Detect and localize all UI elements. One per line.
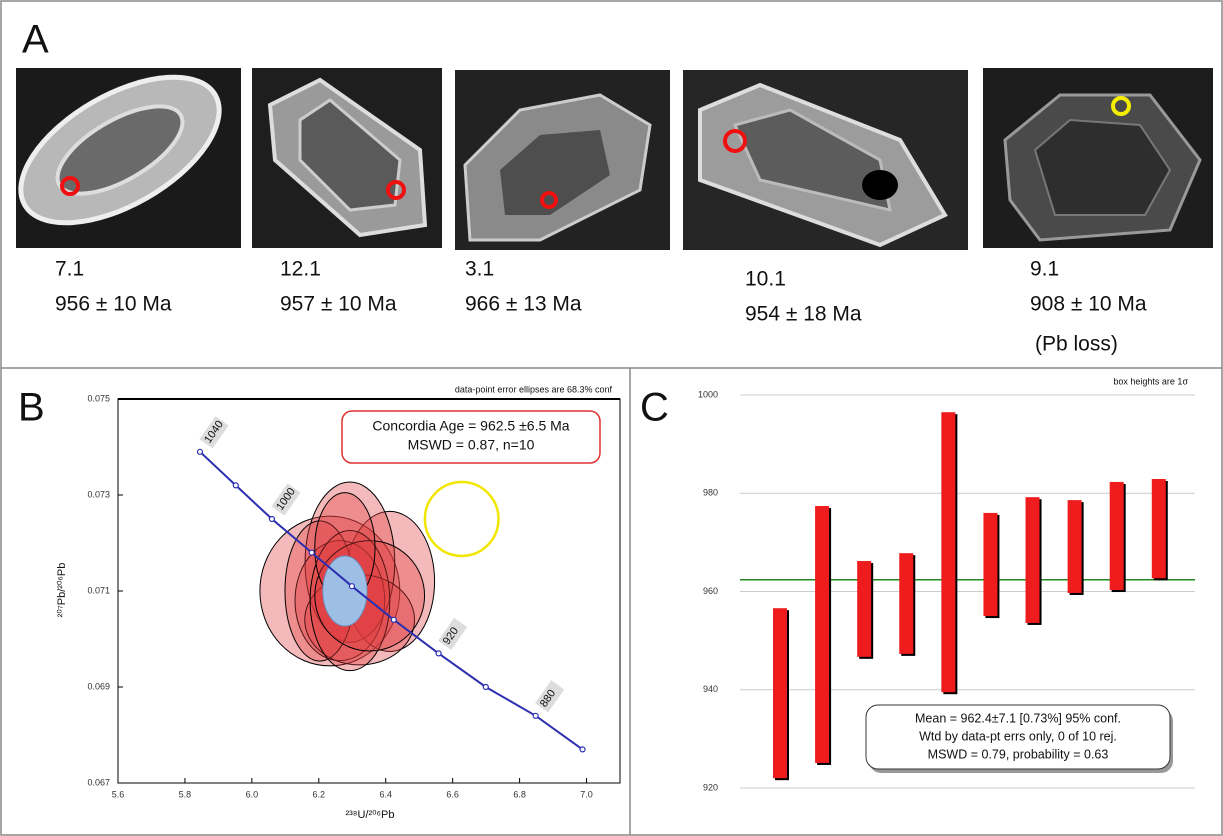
x-tick-label: 6.0	[246, 789, 259, 799]
error-box	[899, 553, 913, 654]
x-tick-label: 6.6	[446, 789, 459, 799]
error-box	[857, 561, 871, 657]
age-tag: 1040	[199, 416, 228, 448]
concordia-marker	[391, 617, 396, 622]
age-label: 954 ± 18 Ma	[745, 303, 862, 326]
concordia-marker	[483, 685, 488, 690]
note: box heights are 1σ	[1113, 376, 1188, 386]
zircon-image	[455, 70, 670, 250]
error-box	[1068, 500, 1082, 593]
zircon-image	[983, 68, 1213, 248]
age-label: 956 ± 10 Ma	[55, 293, 172, 316]
y-tick-label: 0.067	[87, 777, 110, 787]
annotation: Wtd by data-pt errs only, 0 of 10 rej.	[919, 729, 1117, 743]
x-tick-label: 7.0	[580, 789, 593, 799]
x-tick-label: 5.8	[179, 789, 192, 799]
y-tick-label: 960	[703, 586, 718, 596]
y-tick-label: 0.075	[87, 393, 110, 403]
zircon-image	[252, 68, 442, 248]
x-axis-label: ²³⁸U/²⁰⁶Pb	[345, 809, 394, 821]
spot-label: 7.1	[55, 258, 84, 281]
panel-label: B	[18, 386, 45, 430]
concordia-marker	[436, 651, 441, 656]
error-box	[1026, 497, 1040, 623]
x-tick-label: 5.6	[112, 789, 125, 799]
y-tick-label: 0.071	[87, 585, 110, 595]
figure: A 7.1 956 ± 10 Ma 12.1 957 ± 10 Ma 3.1 966 ± …	[0, 0, 1223, 836]
annotation: Concordia Age = 962.5 ±6.5 Ma	[372, 418, 569, 434]
zircon-image	[683, 70, 968, 250]
annotation: MSWD = 0.79, probability = 0.63	[928, 747, 1109, 761]
error-box	[941, 412, 955, 692]
panel-label: C	[640, 386, 669, 430]
y-tick-label: 940	[703, 684, 718, 694]
age-tag: 1000	[271, 483, 300, 515]
error-box	[815, 506, 829, 763]
age-tag: 880	[535, 680, 564, 712]
annotation: Mean = 962.4±7.1 [0.73%] 95% conf.	[915, 711, 1121, 725]
age-label: 957 ± 10 Ma	[280, 293, 397, 316]
concordia-marker	[269, 517, 274, 522]
concordia-marker	[580, 747, 585, 752]
age-label: 908 ± 10 Ma	[1030, 293, 1147, 316]
age-label: 966 ± 13 Ma	[465, 293, 582, 316]
x-tick-label: 6.2	[313, 789, 326, 799]
x-tick-label: 6.8	[513, 789, 526, 799]
y-axis-label: ²⁰⁷Pb/²⁰⁶Pb	[56, 563, 68, 618]
y-tick-label: 0.069	[87, 681, 110, 691]
concordia-marker	[197, 449, 202, 454]
concordia-marker	[533, 713, 538, 718]
concordia-marker	[349, 584, 354, 589]
x-tick-label: 6.4	[379, 789, 392, 799]
y-tick-label: 920	[703, 782, 718, 792]
spot-label: 10.1	[745, 268, 786, 291]
zircon-image	[0, 47, 243, 252]
y-tick-label: 0.073	[87, 489, 110, 499]
error-box	[773, 608, 787, 778]
error-box	[983, 513, 997, 616]
note: (Pb loss)	[1035, 333, 1118, 356]
concordia-marker	[309, 550, 314, 555]
annotation: MSWD = 0.87, n=10	[408, 437, 535, 453]
y-tick-label: 980	[703, 488, 718, 498]
error-box	[1152, 479, 1166, 578]
note: data-point error ellipses are 68.3% conf	[455, 384, 613, 394]
spot-label: 12.1	[280, 258, 321, 281]
error-box	[1110, 482, 1124, 590]
concordia-marker	[233, 483, 238, 488]
panel-label: A	[22, 18, 49, 62]
excluded-ellipse	[425, 482, 499, 556]
y-tick-label: 1000	[698, 389, 718, 399]
spot-label: 3.1	[465, 258, 494, 281]
age-tag: 920	[438, 618, 467, 650]
spot-label: 9.1	[1030, 258, 1059, 281]
